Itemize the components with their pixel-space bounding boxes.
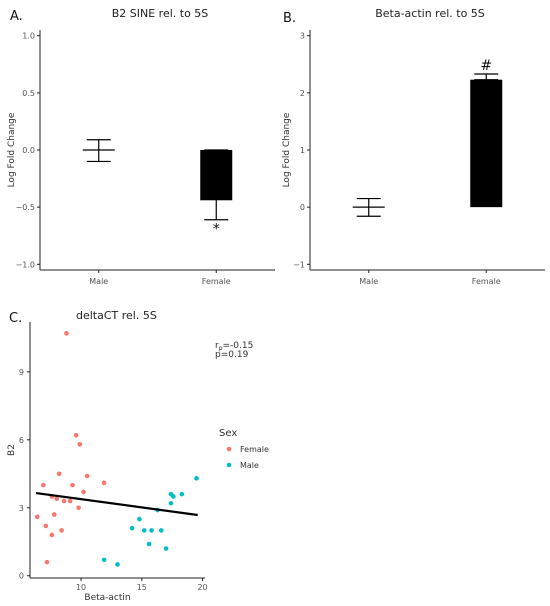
y-tick-label: 2 bbox=[300, 89, 305, 98]
panel-tag: C. bbox=[9, 311, 22, 326]
bar bbox=[470, 79, 503, 208]
data-point-female bbox=[77, 442, 83, 447]
data-point-female bbox=[52, 512, 57, 517]
legend-label: Male bbox=[240, 461, 259, 470]
chart-title: B2 SINE rel. to 5S bbox=[112, 7, 209, 20]
y-tick-label: 0.0 bbox=[22, 146, 35, 155]
x-tick-label: 15 bbox=[137, 583, 147, 592]
y-tick-label: 9 bbox=[19, 368, 24, 377]
data-point-female bbox=[61, 498, 67, 504]
data-point-female bbox=[59, 528, 64, 533]
data-point-male bbox=[163, 546, 169, 551]
data-point-male bbox=[101, 557, 107, 563]
y-tick-label: 1 bbox=[300, 146, 305, 155]
data-point-female bbox=[67, 498, 73, 504]
data-point-male bbox=[158, 528, 164, 533]
panel-b-bar-chart: B. Beta-actin rel. to 5S −1 0 1 2 3 Log Fold Ch… bbox=[282, 7, 545, 286]
y-tick-label: 6 bbox=[19, 436, 24, 445]
data-point-female bbox=[64, 331, 69, 336]
data-point-female bbox=[54, 496, 60, 502]
y-tick-label: 0 bbox=[19, 572, 24, 581]
data-point-male bbox=[179, 491, 185, 497]
legend-label: Female bbox=[240, 445, 269, 454]
x-tick-label: 20 bbox=[197, 583, 207, 592]
data-point-female bbox=[84, 473, 90, 479]
y-axis-title: Log Fold Change bbox=[282, 112, 292, 187]
data-point-female bbox=[76, 505, 81, 511]
panel-tag: A. bbox=[10, 9, 23, 24]
panel-tag: B. bbox=[283, 11, 296, 26]
correlation-subscript: p bbox=[219, 345, 223, 352]
p-value-label: p=0.19 bbox=[215, 350, 249, 360]
data-point-female bbox=[49, 532, 55, 538]
y-tick-label: −0.5 bbox=[16, 203, 35, 212]
data-point-female bbox=[81, 489, 86, 495]
data-point-female bbox=[41, 482, 46, 488]
panel-c-scatter-plot: C. deltaCT rel. 5S 0 3 6 9 10 15 20 Beta-actin B2 r… bbox=[7, 309, 269, 603]
x-axis-title: Beta-actin bbox=[84, 593, 130, 603]
data-point-female bbox=[44, 559, 50, 565]
data-point-male bbox=[146, 541, 152, 547]
data-point-male bbox=[168, 500, 174, 506]
x-tick-label: Male bbox=[89, 277, 108, 286]
data-point-male bbox=[141, 528, 147, 533]
data-point-male bbox=[115, 562, 120, 567]
data-point-female bbox=[43, 523, 49, 529]
y-tick-label: −1.0 bbox=[16, 260, 35, 269]
data-point-male bbox=[129, 525, 135, 531]
legend-title: Sex bbox=[219, 428, 237, 439]
legend-swatch-female bbox=[226, 446, 232, 452]
data-point-male bbox=[149, 528, 154, 533]
data-point-female bbox=[101, 480, 107, 486]
x-tick-label: Female bbox=[202, 277, 231, 286]
y-tick-label: −1 bbox=[293, 260, 305, 269]
y-tick-label: 3 bbox=[19, 504, 24, 513]
panel-a-bar-chart: A. B2 SINE rel. to 5S −1.0 −0.5 0.0 0.5 1.0 Log… bbox=[7, 7, 275, 286]
y-tick-label: 1.0 bbox=[22, 32, 35, 41]
data-point-female bbox=[70, 482, 75, 488]
legend-swatch-male bbox=[226, 462, 232, 468]
chart-title: Beta-actin rel. to 5S bbox=[375, 7, 485, 20]
data-point-female bbox=[56, 471, 62, 477]
data-point-male bbox=[137, 516, 142, 522]
y-axis-title: B2 bbox=[7, 444, 17, 456]
y-tick-label: 3 bbox=[300, 32, 305, 41]
significance-marker: * bbox=[213, 222, 220, 238]
y-tick-label: 0.5 bbox=[22, 89, 35, 98]
regression-line bbox=[35, 491, 198, 517]
correlation-value: =-0.15 bbox=[223, 341, 254, 351]
correlation-symbol: r bbox=[215, 341, 219, 351]
x-tick-label: 10 bbox=[76, 583, 86, 592]
y-tick-label: 0 bbox=[300, 203, 305, 212]
x-tick-label: Female bbox=[472, 277, 501, 286]
data-point-female bbox=[34, 514, 40, 520]
x-tick-label: Male bbox=[359, 277, 378, 286]
data-point-female bbox=[73, 432, 79, 438]
significance-marker: # bbox=[480, 58, 492, 74]
chart-title: deltaCT rel. 5S bbox=[76, 309, 157, 322]
data-point-male bbox=[194, 476, 199, 481]
y-axis-title: Log Fold Change bbox=[7, 112, 17, 187]
data-point-male bbox=[171, 494, 176, 499]
correlation-label: rp=-0.15 bbox=[215, 341, 253, 352]
